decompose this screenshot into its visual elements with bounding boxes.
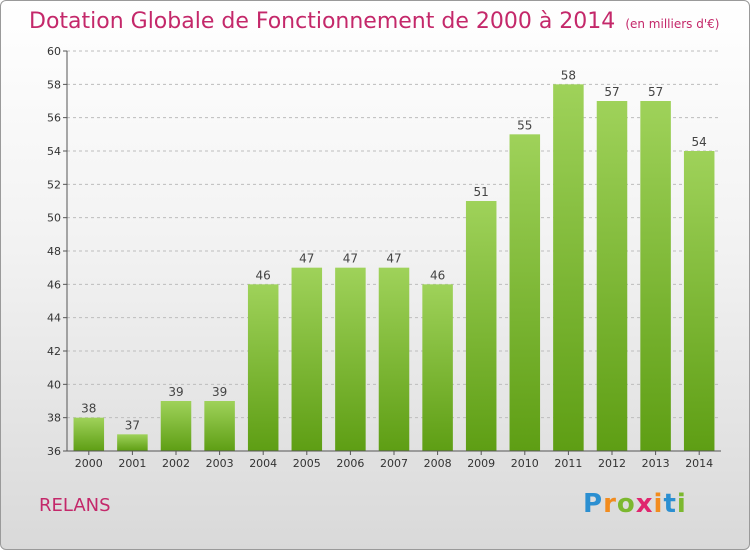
bar-2005 (291, 267, 323, 451)
x-tick-label: 2008 (424, 457, 452, 470)
y-tick-label: 46 (47, 278, 61, 291)
data-label: 38 (81, 402, 96, 416)
logo-letter: t (663, 489, 677, 519)
x-tick-label: 2001 (118, 457, 146, 470)
data-label: 47 (343, 252, 358, 266)
logo-letter: o (616, 489, 636, 519)
y-tick-label: 40 (47, 378, 61, 391)
bar-2013 (640, 101, 671, 451)
data-label: 46 (430, 268, 445, 282)
x-tick-label: 2000 (75, 457, 103, 470)
bar-2009 (465, 201, 497, 451)
x-tick-label: 2007 (380, 457, 408, 470)
bar-2003 (204, 401, 235, 451)
y-tick-label: 54 (47, 145, 61, 158)
y-tick-label: 58 (47, 78, 61, 91)
x-tick-label: 2012 (598, 457, 626, 470)
y-tick-label: 38 (47, 412, 61, 425)
bar-layer: 38 37 39 39 46 47 47 47 46 51 55 58 57 57 54 (73, 68, 715, 452)
bar-2000 (73, 417, 105, 451)
bar-2008 (422, 284, 453, 451)
data-label: 39 (212, 385, 227, 399)
x-tick-label: 2003 (206, 457, 234, 470)
data-label: 37 (125, 418, 140, 432)
bar-2007 (378, 267, 410, 451)
data-label: 54 (692, 135, 707, 149)
chart-unit: (en milliers d'€) (625, 17, 720, 31)
chart-title-text: Dotation Globale de Fonctionnement de 20… (29, 9, 616, 34)
x-tick-label: 2013 (642, 457, 670, 470)
x-tick-label: 2010 (511, 457, 539, 470)
data-label: 51 (474, 185, 489, 199)
x-tick-label: 2009 (467, 457, 495, 470)
y-tick-label: 56 (47, 112, 61, 125)
bar-2011 (553, 84, 584, 451)
y-tick-label: 44 (47, 312, 61, 325)
x-tick-label: 2006 (336, 457, 364, 470)
x-tick-label: 2005 (293, 457, 321, 470)
proxiti-logo: Proxiti (583, 489, 687, 519)
place-name: RELANS (39, 495, 111, 516)
bar-2001 (117, 434, 148, 451)
bar-2010 (509, 134, 541, 452)
data-label: 58 (561, 68, 576, 82)
y-tick-label: 50 (47, 212, 61, 225)
data-label: 57 (604, 85, 619, 99)
x-tick-label: 2004 (249, 457, 277, 470)
bar-2014 (683, 151, 715, 451)
x-tick-label: 2002 (162, 457, 190, 470)
y-tick-label: 48 (47, 245, 61, 258)
y-tick-label: 36 (47, 445, 61, 458)
data-label: 57 (648, 85, 663, 99)
chart-title: Dotation Globale de Fonctionnement de 20… (29, 9, 719, 34)
bar-2002 (160, 401, 192, 451)
bar-2004 (247, 284, 279, 451)
data-label: 39 (168, 385, 183, 399)
data-label: 55 (517, 118, 532, 132)
data-label: 47 (386, 252, 401, 266)
y-tick-label: 60 (47, 45, 61, 58)
logo-letter: x (635, 489, 654, 519)
logo-letter: P (583, 489, 604, 519)
bar-2012 (596, 101, 628, 451)
x-tick-label: 2011 (554, 457, 582, 470)
logo-letter: i (653, 489, 664, 519)
x-tick-label: 2014 (685, 457, 713, 470)
bar-2006 (335, 267, 366, 451)
logo-letter: r (603, 489, 617, 519)
logo-letter: i (676, 489, 687, 519)
axis-layer: 36 38 40 42 44 46 48 50 52 54 56 58 60 2000 2001 2002 20… (47, 45, 721, 470)
y-tick-label: 52 (47, 178, 61, 191)
data-label: 47 (299, 252, 314, 266)
data-label: 46 (256, 268, 271, 282)
y-tick-label: 42 (47, 345, 61, 358)
